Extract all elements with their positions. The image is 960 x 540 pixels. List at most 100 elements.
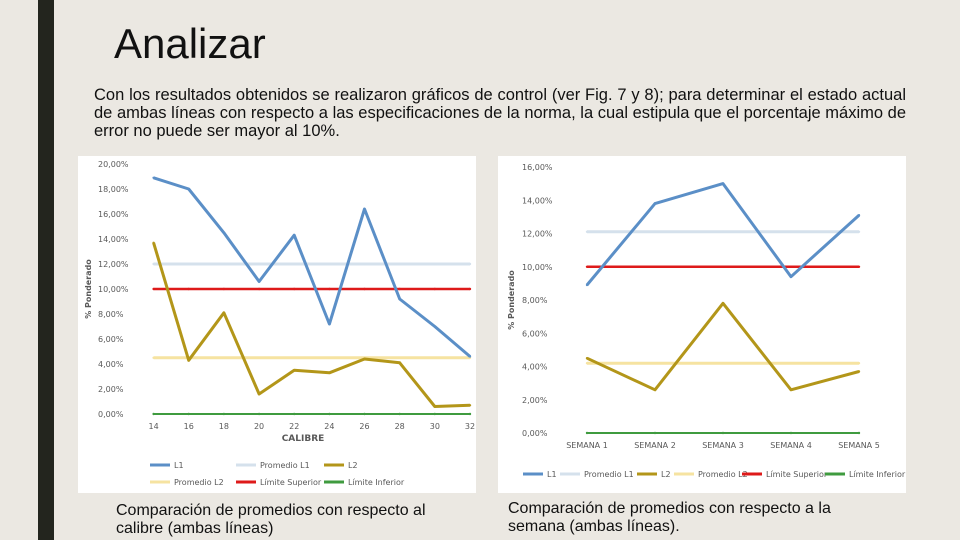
calibre-x-tick-30: 30	[430, 422, 440, 431]
calibre-point-limite-superior-2	[222, 287, 226, 291]
calibre-point-limite-inferior-5	[328, 412, 331, 416]
calibre-x-tick-22: 22	[289, 422, 299, 431]
semana-point-promedio-l1-0	[585, 230, 589, 233]
calibre-point-promedio-l2-4	[293, 356, 296, 359]
calibre-point-promedio-l2-7	[398, 356, 401, 359]
semana-point-limite-superior-3	[789, 265, 793, 268]
calibre-y-tick-0-00: 0,00%	[98, 410, 124, 419]
calibre-x-tick-14: 14	[148, 422, 158, 431]
calibre-point-l1-7	[398, 297, 401, 301]
slide-body-text: Con los resultados obtenidos se realizar…	[94, 86, 906, 140]
semana-point-promedio-l1-2	[721, 230, 725, 233]
caption-semana: Comparación de promedios con respecto a …	[508, 500, 831, 535]
semana-point-l1-3	[789, 275, 793, 278]
calibre-point-limite-superior-7	[398, 287, 401, 291]
calibre-x-tick-24: 24	[324, 422, 334, 431]
calibre-point-l1-2	[222, 231, 226, 234]
semana-x-tick-semana-2: SEMANA 2	[634, 441, 676, 450]
calibre-point-l1-3	[257, 280, 261, 283]
calibre-point-promedio-l1-9	[468, 262, 472, 266]
semana-point-promedio-l1-1	[653, 230, 657, 233]
semana-point-limite-inferior-3	[789, 431, 793, 435]
calibre-point-l1-4	[293, 234, 296, 237]
calibre-x-tick-28: 28	[395, 422, 405, 431]
calibre-x-tick-16: 16	[184, 422, 194, 431]
semana-point-limite-inferior-4	[857, 431, 861, 435]
calibre-x-tick-26: 26	[359, 422, 369, 431]
semana-point-l2-1	[653, 388, 657, 391]
calibre-point-promedio-l1-2	[222, 262, 226, 266]
semana-y-tick-2-00: 2,00%	[522, 396, 548, 405]
calibre-point-l2-9	[468, 404, 472, 407]
semana-y-tick-8-00: 8,00%	[522, 296, 548, 305]
calibre-point-limite-inferior-0	[152, 412, 155, 416]
calibre-point-l2-8	[433, 405, 436, 408]
calibre-point-limite-superior-8	[433, 287, 436, 291]
calibre-x-axis-label: CALIBRE	[282, 434, 325, 444]
calibre-point-promedio-l1-0	[152, 262, 155, 266]
caption-calibre: Comparación de promedios con respecto al…	[116, 502, 426, 537]
semana-point-limite-inferior-1	[653, 431, 657, 435]
calibre-y-tick-8-00: 8,00%	[98, 310, 124, 319]
calibre-y-tick-2-00: 2,00%	[98, 385, 124, 394]
semana-point-limite-superior-1	[653, 265, 657, 268]
semana-point-limite-inferior-0	[585, 431, 589, 435]
semana-point-l1-0	[585, 283, 589, 287]
semana-x-tick-semana-4: SEMANA 4	[770, 441, 812, 450]
calibre-point-l2-4	[293, 369, 296, 372]
semana-point-limite-superior-4	[857, 265, 861, 268]
calibre-legend-label-promedio-l2: Promedio L2	[174, 478, 224, 487]
semana-y-tick-10-00: 10,00%	[522, 263, 553, 272]
calibre-chart: 0,00% 2,00% 4,00% 6,00% 8,00% 10,00% 12,00% 14,…	[78, 156, 476, 493]
semana-y-tick-0-00: 0,00%	[522, 429, 548, 438]
calibre-point-l2-5	[328, 371, 331, 374]
calibre-point-l1-9	[468, 355, 472, 358]
calibre-point-l1-5	[328, 322, 331, 326]
semana-point-promedio-l2-3	[789, 362, 793, 365]
calibre-legend-label-limite-superior: Límite Superior	[260, 478, 322, 487]
calibre-series-l1	[153, 176, 471, 358]
semana-point-promedio-l2-1	[653, 362, 657, 365]
calibre-point-l1-1	[187, 187, 190, 191]
side-bar-stripe	[38, 0, 54, 540]
calibre-point-limite-superior-1	[187, 287, 190, 291]
calibre-point-limite-superior-3	[257, 287, 261, 291]
calibre-point-promedio-l1-1	[187, 262, 190, 266]
semana-y-tick-14-00: 14,00%	[522, 196, 553, 205]
calibre-point-limite-inferior-6	[363, 412, 366, 416]
calibre-point-promedio-l2-5	[328, 356, 331, 359]
calibre-point-limite-inferior-9	[468, 412, 472, 416]
semana-y-axis-label: % Ponderado	[507, 270, 516, 330]
calibre-y-tick-16-00: 16,00%	[98, 210, 129, 219]
calibre-point-promedio-l1-3	[257, 262, 261, 266]
calibre-point-l2-2	[222, 311, 226, 314]
calibre-y-tick-10-00: 10,00%	[98, 285, 129, 294]
semana-chart: 0,00% 2,00% 4,00% 6,00% 8,00% 10,00% 12,00% 14,…	[498, 156, 906, 493]
calibre-point-promedio-l2-0	[152, 356, 155, 359]
semana-legend-label-limite-superior: Límite Superior	[766, 470, 828, 479]
calibre-point-promedio-l1-8	[433, 262, 436, 266]
semana-point-promedio-l2-0	[585, 362, 589, 365]
semana-point-promedio-l2-2	[721, 362, 725, 365]
semana-point-promedio-l1-4	[857, 230, 861, 233]
semana-y-tick-4-00: 4,00%	[522, 363, 548, 372]
semana-legend-label-promedio-l2: Promedio L2	[698, 470, 748, 479]
calibre-point-limite-superior-0	[152, 287, 155, 291]
semana-legend-label-l1: L1	[547, 470, 557, 479]
semana-chart-svg: 0,00% 2,00% 4,00% 6,00% 8,00% 10,00% 12,00% 14,…	[507, 163, 906, 479]
calibre-y-tick-12-00: 12,00%	[98, 260, 129, 269]
calibre-point-limite-inferior-2	[222, 412, 226, 416]
semana-point-limite-superior-0	[585, 265, 589, 268]
calibre-point-l1-8	[433, 325, 436, 328]
semana-x-tick-semana-3: SEMANA 3	[702, 441, 744, 450]
calibre-point-limite-superior-5	[328, 287, 331, 291]
semana-legend-label-l2: L2	[661, 470, 671, 479]
calibre-point-limite-inferior-3	[257, 412, 261, 416]
calibre-point-limite-inferior-8	[433, 412, 436, 416]
semana-point-l1-4	[857, 214, 861, 217]
calibre-y-tick-20-00: 20,00%	[98, 160, 129, 169]
calibre-y-tick-18-00: 18,00%	[98, 185, 129, 194]
calibre-point-promedio-l1-6	[363, 262, 366, 266]
calibre-point-l2-7	[398, 361, 401, 364]
calibre-point-limite-superior-9	[468, 287, 472, 291]
